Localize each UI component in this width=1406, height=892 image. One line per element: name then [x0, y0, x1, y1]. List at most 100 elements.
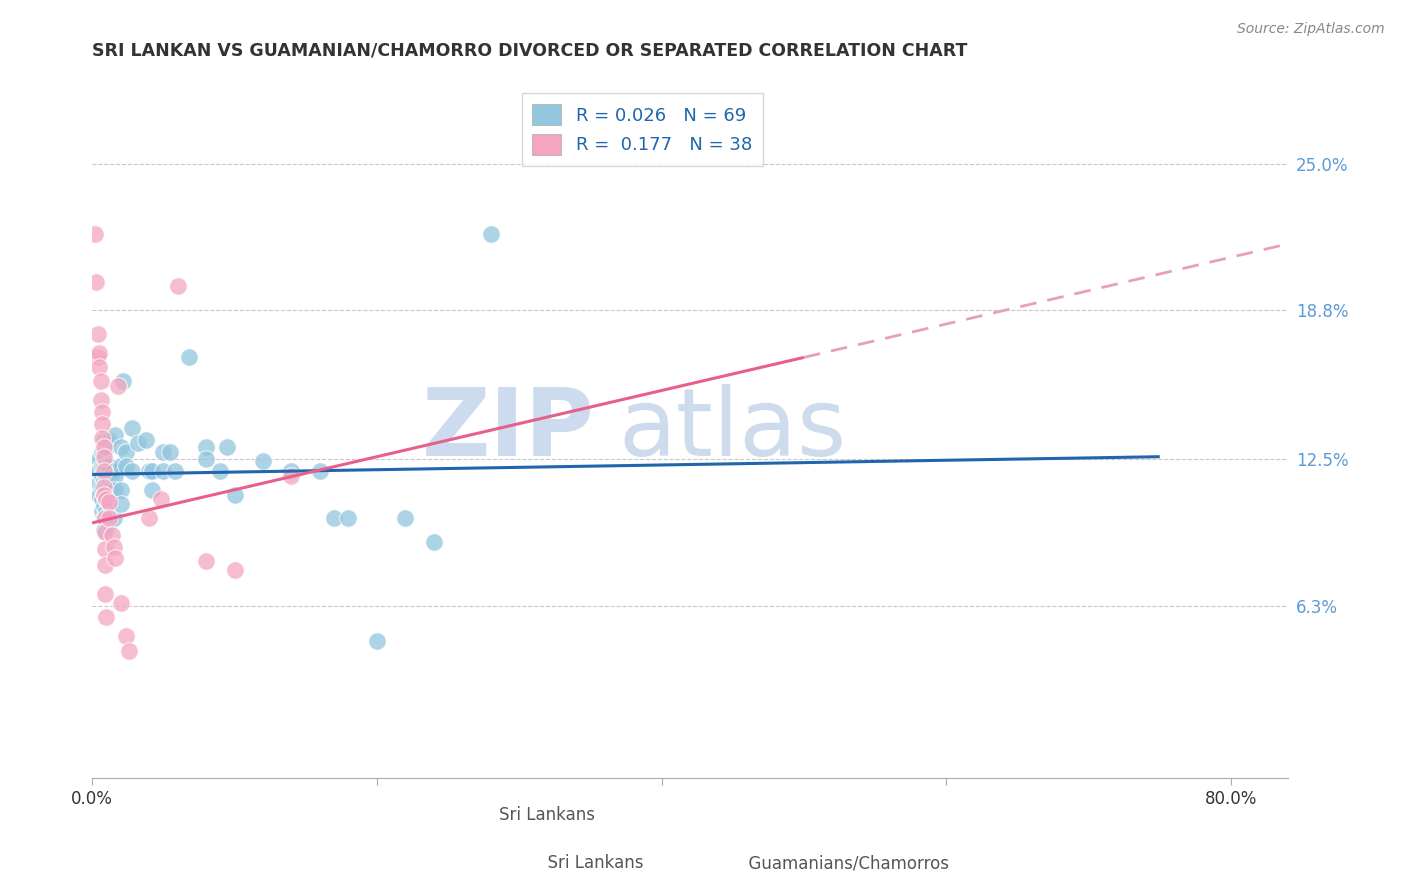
Point [84, 227, 107, 242]
Point [93, 459, 115, 474]
Point [121, 464, 143, 478]
Point [89, 475, 111, 490]
Point [96, 492, 118, 507]
Point [121, 421, 143, 435]
Text: Sri Lankans: Sri Lankans [499, 806, 595, 824]
Point [94, 511, 117, 525]
Point [91, 480, 114, 494]
Point [94, 587, 117, 601]
Point [93, 474, 115, 488]
Point [115, 629, 138, 643]
Point [209, 464, 232, 478]
Point [104, 483, 127, 497]
Point [127, 435, 149, 450]
Point [89, 487, 111, 501]
Point [110, 440, 132, 454]
Point [195, 440, 218, 454]
Point [152, 445, 174, 459]
Point [91, 417, 114, 431]
Text: atlas: atlas [619, 384, 846, 475]
Point [394, 511, 416, 525]
Point [93, 450, 115, 464]
Point [94, 558, 117, 573]
Legend: R = 0.026   N = 69, R =  0.177   N = 38: R = 0.026 N = 69, R = 0.177 N = 38 [522, 94, 763, 166]
Point [93, 487, 115, 501]
Point [91, 405, 114, 419]
Point [103, 540, 125, 554]
Point [98, 516, 121, 530]
Point [115, 445, 138, 459]
Text: Source: ZipAtlas.com: Source: ZipAtlas.com [1237, 22, 1385, 37]
Point [479, 227, 502, 242]
Point [93, 523, 115, 537]
Point [96, 471, 118, 485]
Point [110, 459, 132, 474]
Point [112, 374, 135, 388]
Point [149, 492, 172, 507]
Point [166, 279, 188, 293]
Point [96, 610, 118, 624]
Point [138, 511, 160, 525]
Point [224, 487, 246, 501]
Point [93, 480, 115, 494]
Point [90, 392, 112, 407]
Point [94, 525, 117, 540]
Point [93, 433, 115, 447]
Point [224, 563, 246, 577]
Point [110, 497, 132, 511]
Point [163, 464, 186, 478]
Point [93, 464, 115, 478]
Point [98, 497, 121, 511]
Point [91, 445, 114, 459]
Point [110, 483, 132, 497]
Point [159, 445, 181, 459]
Text: ZIP: ZIP [422, 384, 595, 475]
Point [104, 428, 127, 442]
Point [177, 351, 200, 365]
Point [93, 500, 115, 514]
Point [91, 431, 114, 445]
Point [110, 596, 132, 610]
Point [89, 452, 111, 467]
Text: Sri Lankans: Sri Lankans [537, 855, 644, 872]
Point [195, 452, 218, 467]
Point [86, 275, 108, 289]
Point [104, 468, 127, 483]
Point [107, 378, 129, 392]
Point [89, 464, 111, 478]
Point [423, 534, 446, 549]
Point [91, 468, 114, 483]
Point [135, 433, 157, 447]
Point [252, 454, 274, 468]
Point [96, 504, 118, 518]
Point [101, 527, 124, 541]
Point [96, 459, 118, 474]
Point [152, 464, 174, 478]
Point [141, 464, 163, 478]
Point [98, 459, 121, 474]
Point [94, 541, 117, 556]
Point [98, 494, 121, 508]
Point [90, 374, 112, 388]
Point [91, 492, 114, 507]
Point [91, 504, 114, 518]
Point [104, 551, 127, 566]
Point [141, 483, 163, 497]
Point [98, 483, 121, 497]
Point [366, 634, 388, 648]
Point [103, 464, 125, 478]
Point [98, 433, 121, 447]
Point [96, 483, 118, 497]
Point [91, 459, 114, 474]
Point [280, 464, 302, 478]
Point [98, 471, 121, 485]
Point [217, 440, 239, 454]
Point [89, 345, 111, 359]
Text: Guamanians/Chamorros: Guamanians/Chamorros [738, 855, 949, 872]
Point [87, 326, 110, 341]
Point [138, 464, 160, 478]
Point [93, 487, 115, 501]
Point [96, 440, 118, 454]
Point [96, 492, 118, 507]
Point [115, 459, 138, 474]
